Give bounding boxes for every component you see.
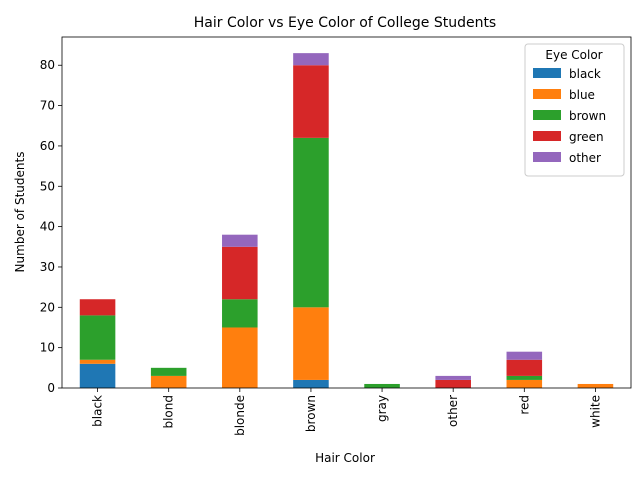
bar-black-black	[80, 364, 116, 388]
chart-title: Hair Color vs Eye Color of College Stude…	[194, 15, 496, 31]
bar-red-other	[507, 352, 543, 360]
legend-swatch-green	[533, 131, 561, 141]
y-tick-label: 60	[40, 139, 55, 153]
x-axis-title: Hair Color	[315, 451, 375, 465]
bar-brown-other	[293, 53, 329, 65]
legend-swatch-black	[533, 68, 561, 78]
bar-blonde-brown	[222, 299, 258, 327]
bar-gray-brown	[364, 384, 400, 388]
bar-blond-blue	[151, 376, 187, 388]
bar-black-brown	[80, 315, 116, 359]
bar-red-green	[507, 360, 543, 376]
y-tick-label: 40	[40, 220, 55, 234]
legend-swatch-other	[533, 152, 561, 162]
legend-title: Eye Color	[545, 48, 602, 62]
bar-black-green	[80, 299, 116, 315]
x-tick-label: other	[446, 395, 460, 427]
x-tick-label: black	[91, 395, 105, 427]
x-tick-label: red	[517, 395, 531, 415]
y-tick-label: 70	[40, 99, 55, 113]
legend-label-brown: brown	[569, 109, 606, 123]
x-axis: black blond blonde brown gray other red white	[91, 388, 603, 436]
bar-brown-blue	[293, 307, 329, 380]
bar-other-green	[435, 380, 471, 388]
legend-label-blue: blue	[569, 88, 595, 102]
legend-swatch-brown	[533, 110, 561, 120]
legend: Eye Color black blue brown green other	[525, 44, 624, 176]
y-tick-label: 0	[47, 381, 55, 395]
bar-brown-green	[293, 65, 329, 138]
bar-red-blue	[507, 380, 543, 388]
bar-blonde-blue	[222, 327, 258, 388]
bar-red-brown	[507, 376, 543, 380]
bar-black-blue	[80, 360, 116, 364]
x-tick-label: gray	[375, 395, 389, 422]
y-axis: 0 10 20 30 40 50 60 70 80	[40, 58, 62, 395]
x-tick-label: blond	[162, 395, 176, 429]
legend-swatch-blue	[533, 89, 561, 99]
bar-blonde-other	[222, 235, 258, 247]
bar-blonde-green	[222, 247, 258, 299]
x-tick-label: white	[588, 395, 602, 428]
legend-label-other: other	[569, 151, 601, 165]
bar-blond-brown	[151, 368, 187, 376]
y-axis-title: Number of Students	[13, 152, 27, 273]
legend-label-black: black	[569, 67, 601, 81]
y-tick-label: 50	[40, 179, 55, 193]
x-tick-label: brown	[304, 395, 318, 432]
bar-brown-brown	[293, 138, 329, 307]
legend-label-green: green	[569, 130, 604, 144]
y-tick-label: 10	[40, 341, 55, 355]
y-tick-label: 20	[40, 300, 55, 314]
bar-brown-black	[293, 380, 329, 388]
y-tick-label: 80	[40, 58, 55, 72]
bar-other-other	[435, 376, 471, 380]
bar-white-blue	[578, 384, 614, 388]
y-tick-label: 30	[40, 260, 55, 274]
x-tick-label: blonde	[233, 395, 247, 436]
